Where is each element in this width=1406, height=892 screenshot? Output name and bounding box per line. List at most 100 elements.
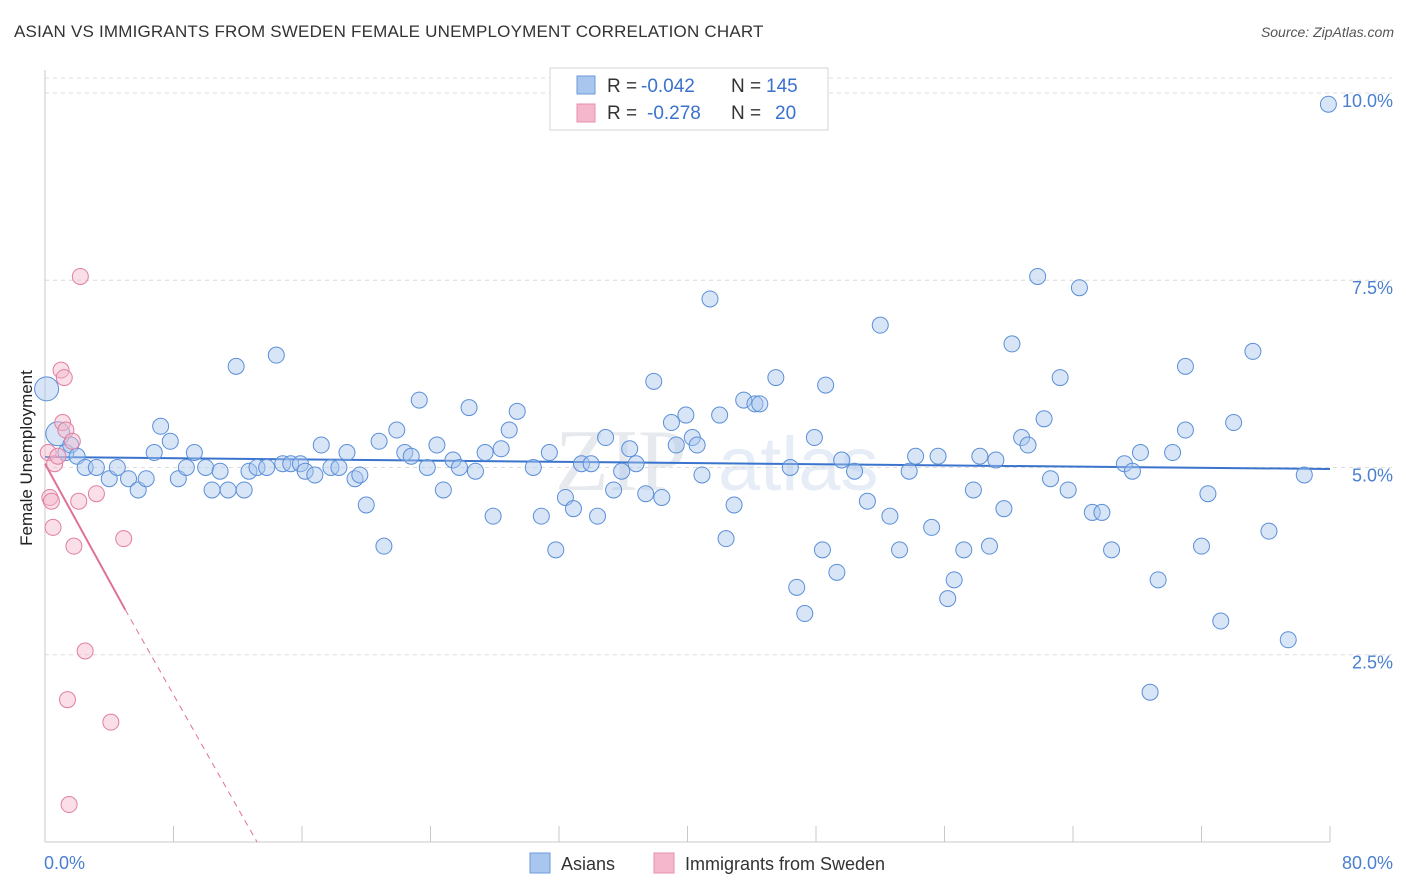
point-asians — [1164, 444, 1182, 462]
legend-r-label-2: R = — [607, 103, 637, 124]
point-asians — [693, 466, 711, 484]
point-sweden — [115, 530, 133, 548]
point-asians — [645, 372, 663, 390]
point-asians — [460, 399, 478, 417]
point-asians — [1225, 414, 1243, 432]
point-asians — [805, 429, 823, 447]
point-asians — [1149, 571, 1167, 589]
point-asians — [1051, 369, 1069, 387]
source-label: Source: ZipAtlas.com — [1260, 24, 1394, 40]
point-asians — [767, 369, 785, 387]
point-asians — [235, 481, 253, 499]
point-asians — [152, 417, 170, 435]
point-asians — [572, 455, 590, 473]
point-asians — [1083, 503, 1101, 521]
point-asians — [582, 455, 600, 473]
legend-n-value-2: 20 — [775, 103, 796, 124]
point-asians — [796, 605, 814, 623]
point-asians — [987, 451, 1005, 469]
point-asians — [177, 458, 195, 476]
point-asians — [1212, 612, 1230, 630]
point-asians — [1176, 421, 1194, 439]
point-asians — [1059, 481, 1077, 499]
legend-r-value-1: -0.042 — [641, 76, 695, 97]
point-asians — [161, 432, 179, 450]
legend-swatch-asians — [576, 75, 596, 95]
point-asians — [185, 444, 203, 462]
point-sweden — [87, 485, 105, 503]
legend-r-label-1: R = — [607, 76, 637, 97]
axes — [44, 70, 1331, 843]
x-tick-label: 80.0% — [1342, 853, 1393, 873]
legend-r-value-2: -0.278 — [647, 103, 701, 124]
point-asians — [34, 376, 60, 402]
y-tick-label: 2.5% — [1352, 653, 1393, 673]
point-asians — [1244, 342, 1262, 360]
point-asians — [597, 429, 615, 447]
point-asians — [330, 458, 348, 476]
series-legend: Asians Immigrants from Sweden — [529, 852, 885, 874]
point-asians — [621, 440, 639, 458]
point-asians — [1042, 470, 1060, 488]
point-asians — [858, 492, 876, 510]
point-asians — [197, 458, 215, 476]
point-sweden — [42, 492, 60, 510]
point-sweden — [49, 447, 67, 465]
point-asians — [227, 357, 245, 375]
point-asians — [939, 590, 957, 608]
point-asians — [258, 458, 276, 476]
point-asians — [627, 455, 645, 473]
point-asians — [240, 462, 258, 480]
point-asians — [1131, 444, 1149, 462]
point-asians — [1199, 485, 1217, 503]
point-asians — [267, 346, 285, 364]
point-asians — [1260, 522, 1278, 540]
point-asians — [1070, 279, 1088, 297]
point-asians — [120, 470, 138, 488]
point-asians — [532, 507, 550, 525]
point-asians — [450, 458, 468, 476]
point-asians — [219, 481, 237, 499]
point-asians — [418, 458, 436, 476]
point-asians — [735, 391, 753, 409]
point-asians — [428, 436, 446, 454]
point-asians — [375, 537, 393, 555]
point-asians — [476, 444, 494, 462]
point-asians — [402, 447, 420, 465]
y-axis-label: Female Unemployment — [17, 370, 36, 546]
point-asians — [351, 466, 369, 484]
point-asians — [137, 470, 155, 488]
data-points — [34, 95, 1337, 814]
point-asians — [1279, 631, 1297, 649]
point-asians — [813, 541, 831, 559]
point-asians — [338, 444, 356, 462]
legend-n-label-1: N = — [731, 76, 761, 97]
point-asians — [1193, 537, 1210, 555]
point-asians — [492, 440, 510, 458]
y-tick-label: 7.5% — [1352, 278, 1393, 298]
point-asians — [1176, 357, 1194, 375]
point-asians — [484, 507, 502, 525]
point-asians — [410, 391, 428, 409]
point-asians — [929, 447, 947, 465]
bottom-legend-label-sweden: Immigrants from Sweden — [685, 854, 885, 874]
legend-swatch-sweden — [576, 103, 596, 123]
point-asians — [788, 578, 806, 596]
bottom-legend-swatch-sweden — [653, 852, 675, 874]
point-asians — [746, 395, 764, 413]
bottom-legend-swatch-asians — [529, 852, 551, 874]
point-asians — [891, 541, 909, 559]
point-sweden — [102, 713, 120, 731]
point-asians — [980, 537, 998, 555]
point-asians — [871, 316, 889, 334]
point-sweden — [60, 796, 78, 814]
point-asians — [589, 507, 607, 525]
point-asians — [508, 402, 526, 420]
point-asians — [306, 466, 324, 484]
point-sweden — [65, 537, 83, 555]
point-asians — [828, 563, 846, 581]
point-asians — [662, 414, 680, 432]
point-sweden — [76, 642, 94, 660]
point-asians — [1123, 462, 1141, 480]
